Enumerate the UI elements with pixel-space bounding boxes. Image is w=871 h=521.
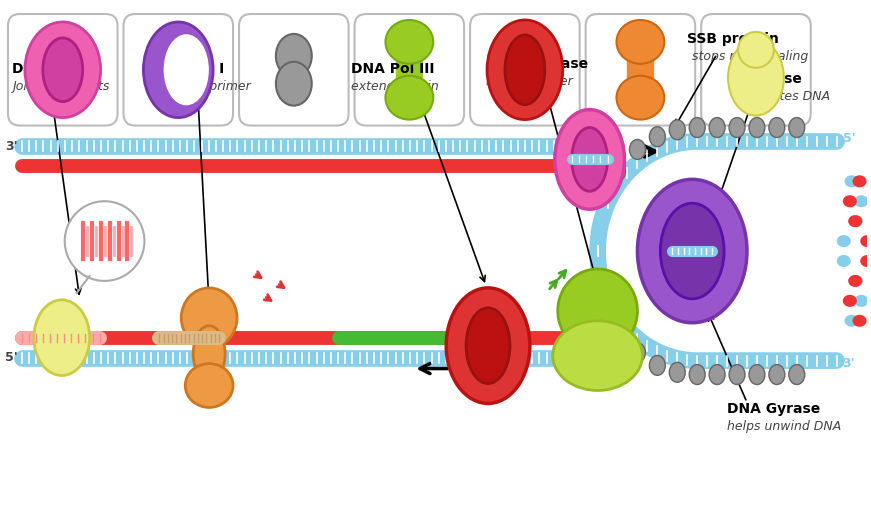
Ellipse shape (729, 118, 745, 138)
Ellipse shape (555, 109, 625, 209)
Text: makes primer: makes primer (486, 75, 573, 88)
FancyBboxPatch shape (239, 14, 348, 126)
Ellipse shape (630, 140, 645, 159)
FancyBboxPatch shape (8, 14, 118, 126)
Ellipse shape (849, 276, 861, 286)
Ellipse shape (487, 20, 563, 119)
Text: DNA Pol III: DNA Pol III (351, 62, 434, 76)
Ellipse shape (650, 355, 665, 375)
Text: DNA Gyrase: DNA Gyrase (727, 402, 820, 416)
Ellipse shape (769, 118, 785, 138)
Ellipse shape (276, 62, 312, 106)
Ellipse shape (638, 179, 747, 322)
Ellipse shape (749, 118, 765, 138)
Text: removes primer: removes primer (152, 80, 251, 93)
Ellipse shape (844, 296, 856, 306)
Ellipse shape (861, 236, 871, 246)
Ellipse shape (181, 288, 237, 348)
Ellipse shape (838, 236, 850, 246)
Ellipse shape (729, 365, 745, 384)
Ellipse shape (769, 365, 785, 384)
Ellipse shape (386, 20, 433, 64)
Text: SSB protein: SSB protein (687, 32, 779, 46)
FancyBboxPatch shape (701, 14, 811, 126)
Ellipse shape (749, 365, 765, 384)
Polygon shape (396, 48, 422, 92)
Ellipse shape (689, 365, 706, 384)
Ellipse shape (855, 196, 868, 206)
Ellipse shape (669, 120, 685, 140)
Ellipse shape (669, 362, 685, 382)
Ellipse shape (850, 276, 862, 286)
Ellipse shape (844, 196, 856, 206)
Ellipse shape (617, 76, 665, 119)
Text: DNA Ligase: DNA Ligase (12, 62, 101, 76)
FancyBboxPatch shape (585, 14, 695, 126)
Ellipse shape (838, 256, 850, 266)
Text: extends chain: extends chain (351, 80, 438, 93)
FancyBboxPatch shape (354, 14, 464, 126)
Ellipse shape (789, 118, 805, 138)
Text: separates DNA: separates DNA (737, 90, 830, 103)
Ellipse shape (650, 127, 665, 146)
Ellipse shape (25, 22, 100, 118)
Ellipse shape (855, 296, 868, 306)
Ellipse shape (846, 316, 858, 326)
Polygon shape (627, 48, 653, 92)
Ellipse shape (557, 269, 638, 353)
Ellipse shape (854, 316, 866, 326)
Text: 5': 5' (842, 132, 855, 145)
Ellipse shape (846, 176, 858, 187)
Ellipse shape (186, 364, 233, 407)
Text: Joins fragments: Joins fragments (12, 80, 110, 93)
Ellipse shape (193, 326, 225, 381)
Ellipse shape (660, 203, 724, 299)
Circle shape (64, 201, 145, 281)
Text: Helicase: Helicase (737, 72, 803, 86)
Ellipse shape (34, 300, 90, 376)
Ellipse shape (850, 216, 862, 226)
Ellipse shape (789, 365, 805, 384)
Ellipse shape (446, 288, 530, 403)
Text: 3': 3' (842, 357, 855, 370)
Ellipse shape (738, 32, 773, 68)
Ellipse shape (630, 343, 645, 363)
Ellipse shape (553, 321, 643, 390)
Ellipse shape (276, 34, 312, 78)
Ellipse shape (849, 216, 861, 226)
Ellipse shape (165, 35, 208, 105)
Ellipse shape (610, 321, 625, 341)
Ellipse shape (610, 162, 625, 181)
Text: DNA Primase: DNA Primase (486, 57, 588, 71)
Text: DNA Pol I: DNA Pol I (152, 62, 225, 76)
Ellipse shape (709, 365, 725, 384)
Ellipse shape (709, 118, 725, 138)
Ellipse shape (386, 76, 433, 119)
FancyBboxPatch shape (470, 14, 580, 126)
Ellipse shape (144, 22, 213, 118)
Ellipse shape (861, 256, 871, 266)
Text: 5': 5' (5, 351, 18, 364)
Ellipse shape (571, 128, 608, 191)
Ellipse shape (43, 38, 83, 102)
Ellipse shape (728, 40, 784, 116)
Text: stops re-annealing: stops re-annealing (692, 50, 808, 63)
Text: 3': 3' (5, 140, 18, 153)
Ellipse shape (617, 20, 665, 64)
FancyBboxPatch shape (124, 14, 233, 126)
Ellipse shape (466, 308, 510, 383)
Ellipse shape (854, 176, 866, 187)
Ellipse shape (505, 35, 544, 105)
Ellipse shape (689, 118, 706, 138)
Text: helps unwind DNA: helps unwind DNA (727, 420, 841, 433)
